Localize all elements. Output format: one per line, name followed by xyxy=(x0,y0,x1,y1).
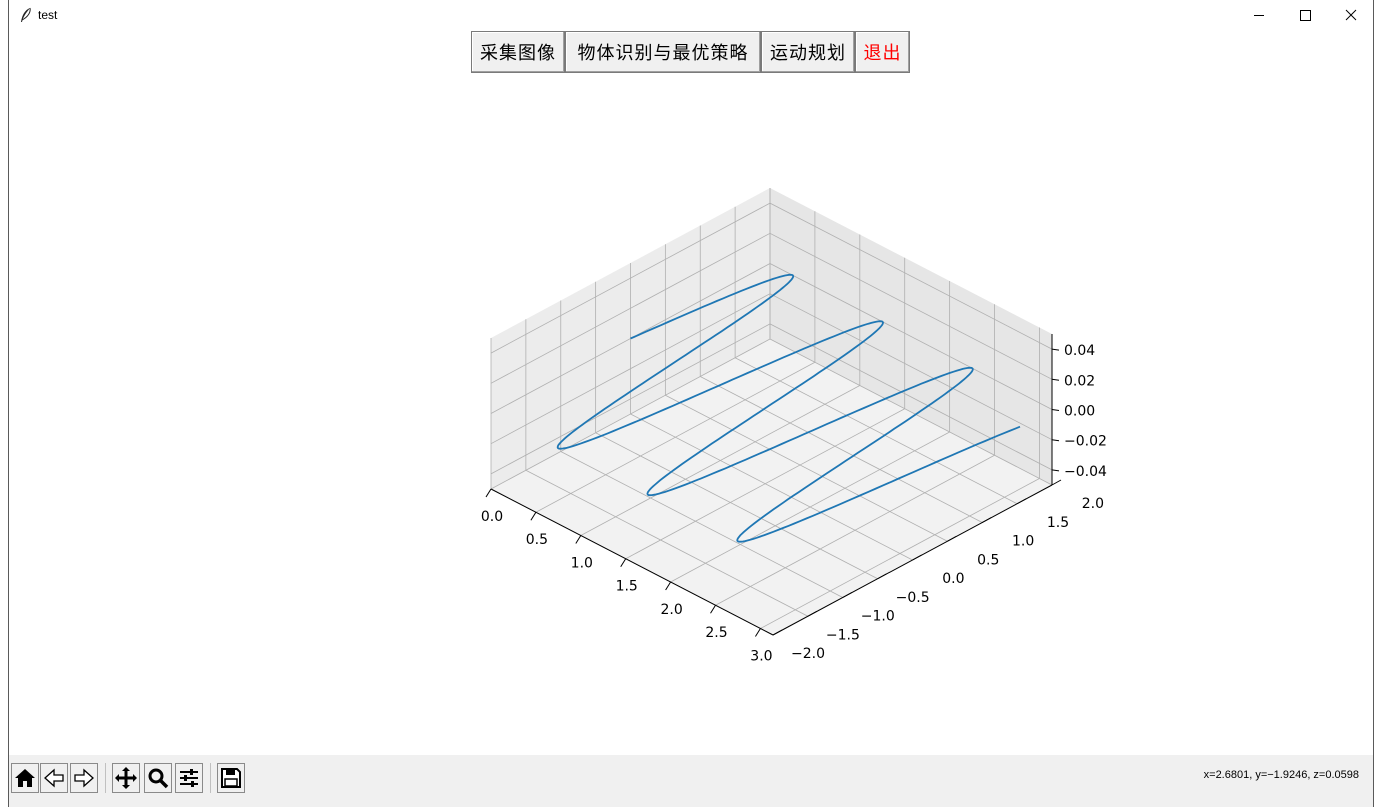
x-tick-label: 2.0 xyxy=(660,602,682,618)
z-tick-label: 0.04 xyxy=(1064,343,1095,359)
back-button[interactable] xyxy=(40,763,68,793)
y-grid-line xyxy=(560,451,843,598)
y-tick-label: 0.0 xyxy=(942,571,964,587)
window-title: test xyxy=(38,8,58,22)
close-button[interactable] xyxy=(1328,0,1374,31)
z-grid-line xyxy=(769,323,1053,471)
x-tick-label: 2.5 xyxy=(705,625,727,641)
z-tick-label: −0.04 xyxy=(1064,464,1107,480)
forward-icon xyxy=(74,768,94,788)
x-tick-label: 0.5 xyxy=(526,532,548,548)
maximize-button[interactable] xyxy=(1282,0,1328,31)
z-tick xyxy=(1051,439,1060,442)
y-tick-label: −0.5 xyxy=(896,590,930,606)
y-grid-line xyxy=(769,338,1053,486)
y-tick xyxy=(947,535,957,542)
y-tick-label: 0.5 xyxy=(977,552,999,568)
z-tick-label: 0.00 xyxy=(1064,404,1095,420)
exit-button[interactable]: 退出 xyxy=(855,31,910,73)
y-tick xyxy=(877,573,887,580)
navigation-toolbar: x=2.6801, y=−1.9246, z=0.0598 xyxy=(9,755,1373,807)
y-tick-label: 2.0 xyxy=(1082,496,1104,512)
y-grid-line xyxy=(734,357,1018,505)
home-icon xyxy=(15,769,35,787)
z-grid-line xyxy=(490,202,771,354)
y-tick-label: −1.0 xyxy=(861,609,895,625)
x-tick xyxy=(620,558,627,568)
y-tick xyxy=(772,629,783,636)
y-tick xyxy=(982,517,992,523)
z-tick-label: −0.02 xyxy=(1064,434,1107,450)
recognize-strategy-button[interactable]: 物体识别与最优策略 xyxy=(565,31,761,73)
z-tick xyxy=(1051,378,1060,381)
configure-button[interactable] xyxy=(175,763,203,793)
app-window: test 0.0 0.5 1.0 1.5 2.0 2.5 3.0 −2.0 −1.5 −1.0 −0… xyxy=(8,0,1374,807)
series-line xyxy=(556,273,1021,543)
y-grid-line xyxy=(665,394,948,542)
toolbar-separator xyxy=(210,763,211,793)
y-tick-label: −2.0 xyxy=(791,646,825,662)
feather-icon xyxy=(21,7,31,22)
z-grid-line xyxy=(769,202,1053,350)
save-icon xyxy=(221,768,241,788)
y-tick xyxy=(912,554,922,561)
x-tick xyxy=(665,581,672,591)
y-grid-line xyxy=(630,413,913,561)
y-tick-label: −1.5 xyxy=(826,627,860,643)
title-bar: test xyxy=(9,0,1373,31)
minimize-icon xyxy=(1254,15,1264,16)
x-tick xyxy=(575,535,582,544)
z-tick-label: 0.02 xyxy=(1064,373,1095,389)
z-grid-line xyxy=(769,263,1053,410)
z-grid-line xyxy=(490,323,771,475)
x-tick-label: 0.0 xyxy=(481,509,503,525)
save-button[interactable] xyxy=(217,763,245,793)
pan-icon xyxy=(115,767,137,789)
close-icon xyxy=(1345,9,1357,21)
y-tick xyxy=(807,610,818,617)
y-tick xyxy=(842,592,852,598)
zoom-button[interactable] xyxy=(144,763,172,793)
y-tick xyxy=(1051,479,1062,486)
y-tick-label: 1.5 xyxy=(1047,515,1069,531)
z-tick xyxy=(1051,409,1060,411)
x-tick xyxy=(755,628,761,637)
configure-icon xyxy=(180,769,198,787)
maximize-icon xyxy=(1300,10,1311,21)
home-button[interactable] xyxy=(11,763,39,793)
pan-button[interactable] xyxy=(112,763,140,793)
capture-image-button[interactable]: 采集图像 xyxy=(471,31,565,73)
coordinate-readout: x=2.6801, y=−1.9246, z=0.0598 xyxy=(1203,769,1359,781)
menu-bar: 采集图像 物体识别与最优策略 运动规划 退出 xyxy=(471,31,910,75)
z-grid-line xyxy=(769,293,1053,441)
x-tick-label: 1.0 xyxy=(571,555,593,571)
zoom-icon xyxy=(148,768,169,789)
x-tick-label: 1.5 xyxy=(616,579,638,595)
plot-canvas[interactable]: 0.0 0.5 1.0 1.5 2.0 2.5 3.0 −2.0−1.5−1.0−0.5 0.0… xyxy=(9,0,1375,755)
y-grid-line xyxy=(700,376,983,523)
x-tick xyxy=(530,511,537,521)
z-tick xyxy=(1051,348,1060,351)
minimize-button[interactable] xyxy=(1236,0,1282,31)
z-grid-line xyxy=(490,293,771,445)
z-tick xyxy=(1051,469,1060,472)
y-grid-line xyxy=(595,432,878,580)
z-grid-line xyxy=(769,232,1053,380)
y-tick-label: 1.0 xyxy=(1012,534,1034,550)
motion-planning-button[interactable]: 运动规划 xyxy=(761,31,855,73)
toolbar-separator xyxy=(105,763,106,793)
forward-button[interactable] xyxy=(70,763,98,793)
x-tick-label: 3.0 xyxy=(750,648,772,664)
x-axis-line xyxy=(490,488,774,636)
z-grid-line xyxy=(490,232,771,384)
x-tick xyxy=(710,604,716,614)
back-icon xyxy=(44,768,64,788)
x-tick xyxy=(485,488,492,498)
y-tick xyxy=(1016,498,1027,505)
y-grid-line xyxy=(525,469,809,617)
